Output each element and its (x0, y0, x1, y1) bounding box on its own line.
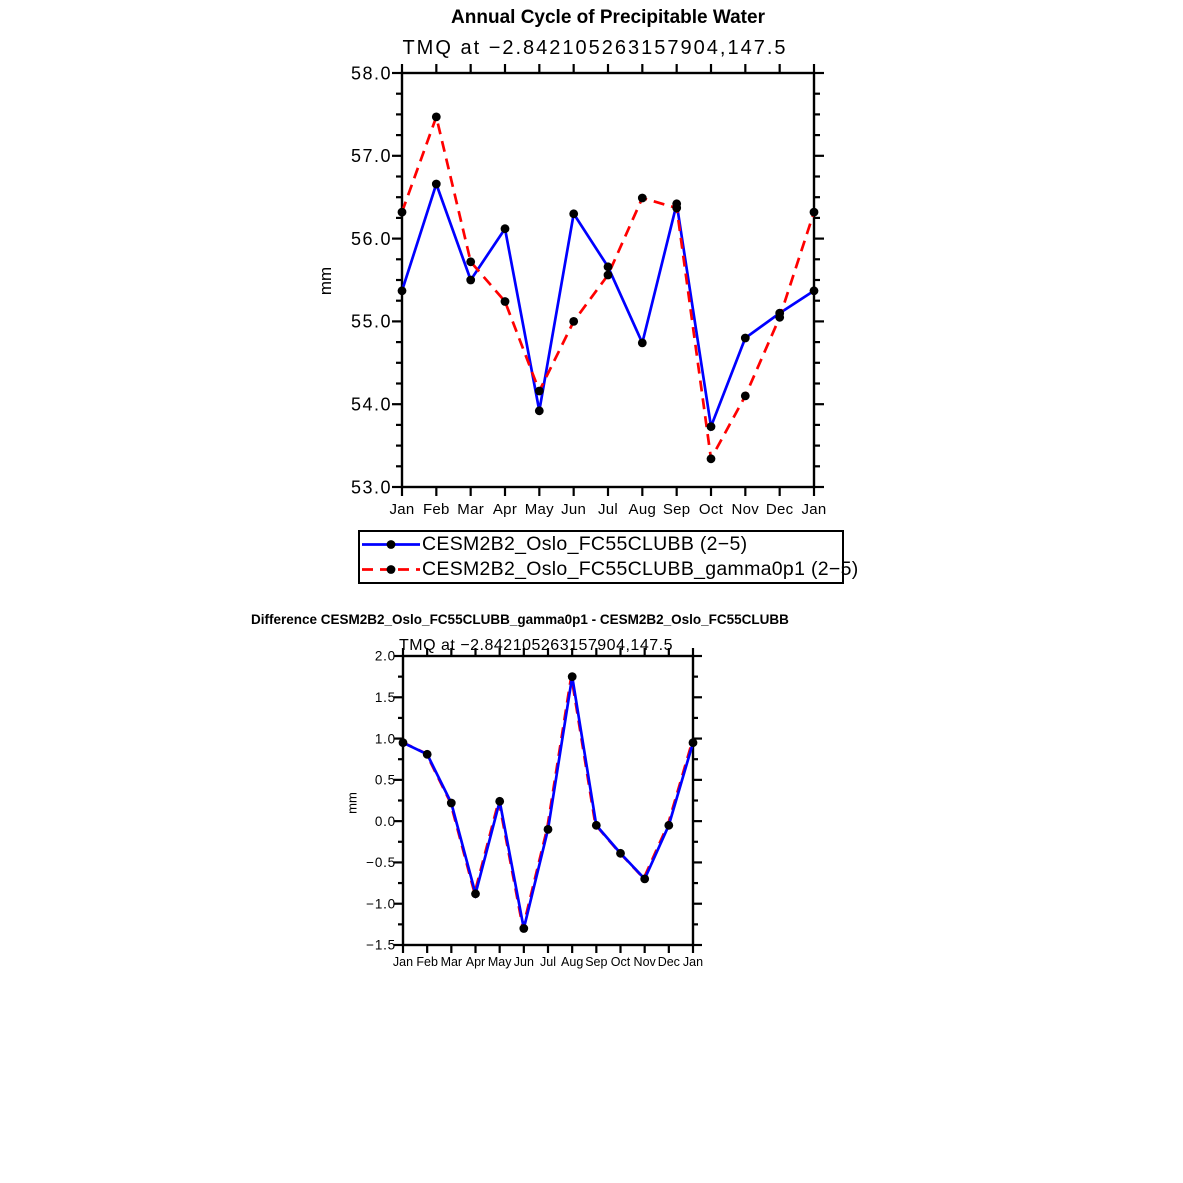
svg-text:1.0: 1.0 (375, 731, 396, 746)
top-chart-frame (400, 71, 816, 489)
svg-text:53.0: 53.0 (351, 477, 392, 497)
legend-label-series-2: CESM2B2_Oslo_FC55CLUBB_gamma0p1 (2−5) (422, 558, 859, 580)
svg-text:56.0: 56.0 (351, 229, 392, 249)
svg-text:Apr: Apr (493, 501, 517, 518)
svg-text:Jan: Jan (801, 501, 826, 518)
svg-text:Dec: Dec (766, 501, 794, 518)
svg-text:Oct: Oct (699, 501, 724, 518)
svg-text:Nov: Nov (732, 501, 760, 518)
bottom-chart-title: Difference CESM2B2_Oslo_FC55CLUBB_gamma0… (251, 612, 789, 627)
top-chart-series (400, 112, 816, 464)
svg-text:Jul: Jul (598, 501, 618, 518)
svg-text:Jan: Jan (389, 501, 414, 518)
svg-text:0.5: 0.5 (375, 773, 396, 788)
solid-line-marker-icon (362, 540, 420, 549)
bottom-chart-ticks (394, 648, 702, 953)
svg-text:Jun: Jun (561, 501, 586, 518)
dashed-line-marker-icon (362, 565, 420, 574)
legend-item-series-2: CESM2B2_Oslo_FC55CLUBB_gamma0p1 (2−5) (360, 557, 858, 582)
bottom-chart-markers (398, 672, 698, 933)
svg-text:55.0: 55.0 (351, 312, 392, 332)
svg-text:Nov: Nov (634, 955, 657, 969)
svg-text:Oct: Oct (611, 955, 631, 969)
top-chart-title: Annual Cycle of Precipitable Water (451, 7, 765, 28)
svg-text:−1.0: −1.0 (366, 896, 396, 911)
svg-text:−0.5: −0.5 (366, 855, 396, 870)
svg-text:−1.5: −1.5 (366, 938, 396, 953)
bottom-chart-frame (401, 654, 695, 947)
legend-label-series-1: CESM2B2_Oslo_FC55CLUBB (2−5) (422, 533, 748, 555)
top-chart-ticks (392, 64, 824, 496)
svg-text:Mar: Mar (457, 501, 484, 518)
svg-text:May: May (525, 501, 554, 518)
svg-text:Feb: Feb (416, 955, 438, 969)
svg-text:1.5: 1.5 (375, 690, 396, 705)
bottom-chart-y-axis-title: mm (344, 792, 360, 814)
svg-text:Apr: Apr (466, 955, 485, 969)
bottom-chart-x-tick-labels: Jan Feb Mar Apr May Jun Jul Aug Sep Oct Nov Dec Jan (393, 955, 703, 969)
bottom-chart-y-tick-labels: 2.0 1.5 1.0 0.5 0.0 −0.5 −1.0 −1.5 (366, 649, 396, 953)
svg-text:Jan: Jan (683, 955, 703, 969)
svg-text:2.0: 2.0 (375, 649, 396, 664)
svg-text:Jul: Jul (540, 955, 556, 969)
svg-text:0.0: 0.0 (375, 814, 396, 829)
svg-text:Sep: Sep (585, 955, 607, 969)
svg-text:Jun: Jun (514, 955, 534, 969)
svg-text:Aug: Aug (561, 955, 583, 969)
svg-text:Aug: Aug (629, 501, 657, 518)
legend-item-series-1: CESM2B2_Oslo_FC55CLUBB (2−5) (360, 532, 842, 557)
top-chart-y-tick-labels: 58.0 57.0 56.0 55.0 54.0 53.0 (351, 63, 392, 497)
bottom-chart-series (401, 675, 695, 929)
svg-text:Dec: Dec (658, 955, 680, 969)
svg-text:Feb: Feb (423, 501, 450, 518)
top-chart-x-tick-labels: Jan Feb Mar Apr May Jun Jul Aug Sep Oct Nov Dec Jan (389, 501, 826, 518)
svg-text:May: May (488, 955, 512, 969)
legend-box: CESM2B2_Oslo_FC55CLUBB (2−5) CESM2B2_Osl… (358, 530, 858, 584)
svg-text:57.0: 57.0 (351, 146, 392, 166)
svg-text:Mar: Mar (441, 955, 463, 969)
svg-text:54.0: 54.0 (351, 395, 392, 415)
top-chart-subtitle: TMQ at −2.842105263157904,147.5 (402, 37, 788, 59)
svg-text:Jan: Jan (393, 955, 413, 969)
top-chart-markers (397, 112, 819, 464)
svg-text:58.0: 58.0 (351, 63, 392, 83)
bottom-chart-subtitle: TMQ at −2.842105263157904,147.5 (399, 637, 673, 654)
svg-text:Sep: Sep (663, 501, 691, 518)
